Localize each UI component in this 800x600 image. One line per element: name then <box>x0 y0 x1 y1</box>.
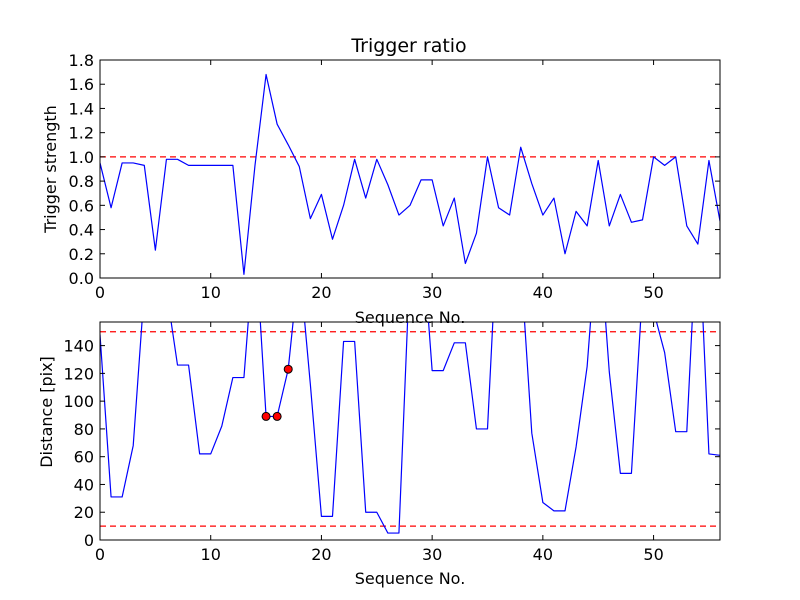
x-tick-label: 50 <box>643 545 663 564</box>
y-tick-label: 0.2 <box>69 245 94 264</box>
y-tick-label: 1.2 <box>69 124 94 143</box>
x-tick-label: 50 <box>643 283 663 302</box>
threshold-lines <box>100 331 720 527</box>
x-tick-label: 10 <box>201 283 221 302</box>
y-tick-label: 60 <box>74 448 94 467</box>
y-tick-label: 120 <box>63 364 94 383</box>
y-tick-label: 40 <box>74 475 94 494</box>
x-axis-title: Sequence No. <box>355 308 466 327</box>
series-line <box>100 73 720 275</box>
data-point-marker <box>261 411 271 421</box>
y-tick-label: 0.8 <box>69 172 94 191</box>
x-tick-label: 30 <box>422 545 442 564</box>
x-tick-label: 40 <box>533 545 553 564</box>
plot-frame <box>99 321 721 541</box>
x-tick-label: 0 <box>95 545 105 564</box>
y-tick-label: 1.4 <box>69 99 94 118</box>
x-tick-label: 20 <box>311 283 331 302</box>
y-axis-ticks: 0 20 40 60 80 100 120 140 <box>63 337 720 550</box>
y-tick-label: 0.6 <box>69 196 94 215</box>
data-series <box>100 73 720 275</box>
chart-title: Trigger ratio <box>350 35 466 57</box>
distance-chart: 0 10 20 30 40 50 0 20 40 60 80 100 120 140 Sequence … <box>37 321 721 588</box>
y-tick-label: 20 <box>74 503 94 522</box>
y-tick-label: 80 <box>74 420 94 439</box>
x-axis-ticks: 0 10 20 30 40 50 <box>95 60 664 302</box>
y-tick-label: 1.6 <box>69 75 94 94</box>
y-axis-title: Distance [pix] <box>37 356 56 468</box>
y-axis-ticks: 0.0 0.2 0.4 0.6 0.8 1.0 1.2 1.4 1.6 1.8 <box>69 51 720 288</box>
x-tick-label: 20 <box>311 545 331 564</box>
data-point-marker <box>283 364 293 374</box>
x-tick-label: 0 <box>95 283 105 302</box>
trigger-ratio-chart: Trigger ratio 0 10 20 30 40 50 0.00.20.40.60.… <box>41 35 721 327</box>
x-tick-label: 40 <box>533 283 553 302</box>
x-axis-title: Sequence No. <box>355 569 466 588</box>
series-line <box>100 322 720 534</box>
y-tick-label: 140 <box>63 337 94 356</box>
y-axis-title: Trigger strength <box>41 105 60 234</box>
data-series <box>100 322 720 534</box>
x-tick-label: 30 <box>422 283 442 302</box>
plot-frame <box>99 59 721 279</box>
y-tick-label: 100 <box>63 392 94 411</box>
y-tick-label: 1.0 <box>69 148 94 167</box>
y-tick-label: 0.4 <box>69 221 94 240</box>
x-axis-ticks: 0 10 20 30 40 50 <box>95 322 664 564</box>
y-tick-label: 1.8 <box>69 51 94 70</box>
y-tick-label: 0 <box>84 531 94 550</box>
y-tick-label: 0.0 <box>69 269 94 288</box>
data-point-marker <box>272 411 282 421</box>
x-tick-label: 10 <box>201 545 221 564</box>
